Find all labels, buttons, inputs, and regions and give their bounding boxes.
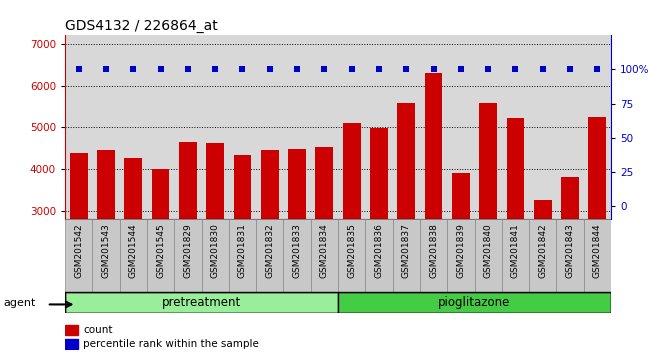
Bar: [65, 325, 78, 335]
Point: [538, 67, 548, 72]
Bar: [447, 219, 474, 292]
Bar: [338, 219, 365, 292]
Text: pretreatment: pretreatment: [162, 296, 241, 309]
Point: [237, 67, 248, 72]
Text: GSM201834: GSM201834: [320, 223, 329, 278]
Bar: [556, 219, 584, 292]
Point: [592, 67, 603, 72]
Text: pioglitazone: pioglitazone: [438, 296, 511, 309]
Bar: [338, 292, 611, 313]
Point: [565, 67, 575, 72]
Point: [346, 67, 357, 72]
Text: GDS4132 / 226864_at: GDS4132 / 226864_at: [65, 19, 218, 33]
Text: GSM201831: GSM201831: [238, 223, 247, 278]
Text: GSM201545: GSM201545: [156, 223, 165, 278]
Bar: [424, 73, 443, 219]
Bar: [584, 219, 611, 292]
Bar: [124, 158, 142, 219]
Bar: [256, 219, 283, 292]
Point: [428, 67, 439, 72]
Bar: [588, 116, 606, 219]
Point: [101, 67, 111, 72]
Text: percentile rank within the sample: percentile rank within the sample: [83, 339, 259, 349]
Bar: [397, 103, 415, 219]
Text: GSM201835: GSM201835: [347, 223, 356, 278]
Point: [73, 67, 84, 72]
Bar: [174, 219, 202, 292]
Point: [183, 67, 193, 72]
Bar: [92, 219, 120, 292]
Text: GSM201829: GSM201829: [183, 223, 192, 278]
Bar: [97, 150, 115, 219]
Bar: [261, 150, 279, 219]
Bar: [65, 339, 78, 349]
Bar: [283, 219, 311, 292]
Point: [401, 67, 411, 72]
Bar: [315, 147, 333, 219]
Bar: [229, 219, 256, 292]
Point: [155, 67, 166, 72]
Bar: [70, 153, 88, 219]
Bar: [370, 128, 388, 219]
Bar: [120, 219, 147, 292]
Text: GSM201841: GSM201841: [511, 223, 520, 278]
Text: GSM201844: GSM201844: [593, 223, 602, 278]
Text: GSM201543: GSM201543: [101, 223, 111, 278]
Text: GSM201839: GSM201839: [456, 223, 465, 278]
Bar: [502, 219, 529, 292]
Text: GSM201838: GSM201838: [429, 223, 438, 278]
Bar: [65, 219, 92, 292]
Point: [210, 67, 220, 72]
Bar: [420, 219, 447, 292]
Bar: [151, 169, 170, 219]
Point: [128, 67, 138, 72]
Text: GSM201832: GSM201832: [265, 223, 274, 278]
Text: count: count: [83, 325, 112, 335]
Bar: [452, 173, 470, 219]
Text: GSM201840: GSM201840: [484, 223, 493, 278]
Point: [456, 67, 466, 72]
Bar: [65, 292, 338, 313]
Point: [510, 67, 521, 72]
Bar: [179, 142, 197, 219]
Text: agent: agent: [3, 298, 36, 308]
Bar: [365, 219, 393, 292]
Bar: [474, 219, 502, 292]
Point: [483, 67, 493, 72]
Bar: [343, 123, 361, 219]
Point: [265, 67, 275, 72]
Text: GSM201544: GSM201544: [129, 223, 138, 278]
Bar: [233, 155, 252, 219]
Bar: [529, 219, 556, 292]
Bar: [202, 219, 229, 292]
Bar: [311, 219, 338, 292]
Text: GSM201542: GSM201542: [74, 223, 83, 278]
Text: GSM201830: GSM201830: [211, 223, 220, 278]
Point: [319, 67, 330, 72]
Text: GSM201837: GSM201837: [402, 223, 411, 278]
Bar: [288, 149, 306, 219]
Bar: [506, 118, 525, 219]
Bar: [561, 177, 579, 219]
Bar: [534, 200, 552, 219]
Point: [374, 67, 384, 72]
Text: GSM201843: GSM201843: [566, 223, 575, 278]
Bar: [393, 219, 420, 292]
Text: GSM201836: GSM201836: [374, 223, 384, 278]
Text: GSM201833: GSM201833: [292, 223, 302, 278]
Bar: [206, 143, 224, 219]
Text: GSM201842: GSM201842: [538, 223, 547, 278]
Point: [292, 67, 302, 72]
Bar: [147, 219, 174, 292]
Bar: [479, 103, 497, 219]
